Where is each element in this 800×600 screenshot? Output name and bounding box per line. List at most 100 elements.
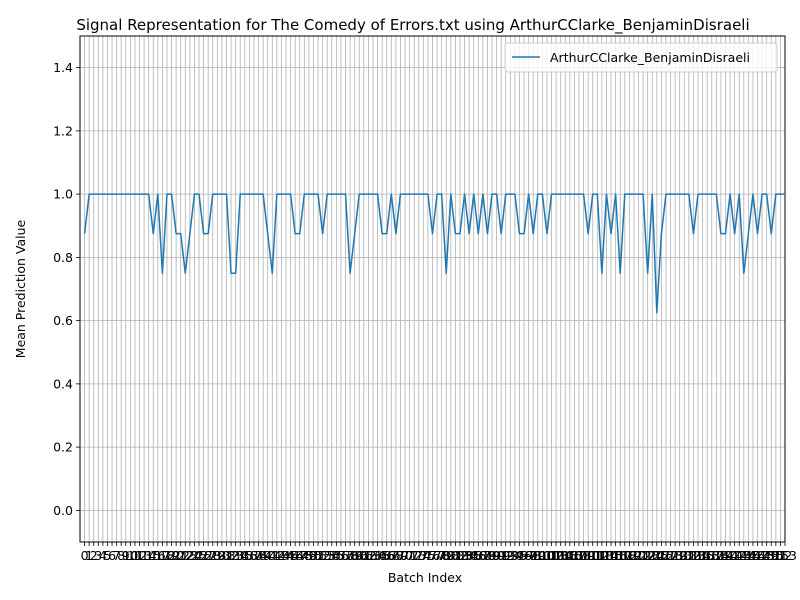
x-tick-label: 82: [452, 548, 468, 563]
x-tick-label: 16: [150, 548, 166, 563]
x-tick-label: 100: [530, 548, 554, 563]
x-tick-label: 74: [415, 548, 431, 563]
x-tick-label: 124: [640, 548, 664, 563]
legend-label: ArthurCClarke_BenjaminDisraeli: [550, 50, 750, 65]
x-tick-label: 71: [402, 548, 418, 563]
x-tick-label: 120: [622, 548, 646, 563]
x-tick-label: 104: [549, 548, 573, 563]
x-tick-label: 142: [723, 548, 747, 563]
y-tick-label: 1.2: [53, 123, 73, 138]
x-tick-label: 4: [99, 548, 107, 563]
x-tick-label: 111: [581, 548, 605, 563]
x-tick-label: 21: [173, 548, 189, 563]
x-tick-label: 64: [370, 548, 386, 563]
x-tick-label: 78: [434, 548, 450, 563]
x-tick-label: 3: [94, 548, 102, 563]
x-tick-label: 44: [278, 548, 294, 563]
x-tick-label: 146: [741, 548, 765, 563]
x-tick-label: 5: [103, 548, 111, 563]
x-tick-label: 139: [709, 548, 733, 563]
x-tick-label: 109: [572, 548, 596, 563]
x-tick-label: 138: [704, 548, 728, 563]
x-tick-label: 36: [241, 548, 257, 563]
x-tick-label: 145: [736, 548, 760, 563]
x-tick-label: 58: [342, 548, 358, 563]
x-tick-label: 152: [768, 548, 792, 563]
x-tick-label: 93: [502, 548, 518, 563]
x-tick-label: 35: [237, 548, 253, 563]
x-tick-label: 7: [113, 548, 121, 563]
x-tick-label: 149: [755, 548, 779, 563]
x-tick-label: 151: [764, 548, 788, 563]
x-tick-label: 28: [205, 548, 221, 563]
x-tick-label: 66: [379, 548, 395, 563]
x-tick-label: 140: [714, 548, 738, 563]
y-tick-label: 0.2: [53, 440, 73, 455]
x-tick-label: 85: [466, 548, 482, 563]
x-tick-label: 125: [645, 548, 669, 563]
x-tick-label: 63: [365, 548, 381, 563]
x-tick-label: 117: [608, 548, 632, 563]
x-tick-label: 99: [530, 548, 546, 563]
x-tick-label: 113: [590, 548, 614, 563]
x-tick-label: 84: [461, 548, 477, 563]
x-tick-label: 123: [636, 548, 660, 563]
x-tick-label: 47: [292, 548, 308, 563]
x-tick-label: 150: [759, 548, 783, 563]
x-tick-label: 90: [489, 548, 505, 563]
grid-lines: [80, 36, 786, 542]
x-tick-label: 107: [562, 548, 586, 563]
x-tick-label: 132: [677, 548, 701, 563]
x-tick-label: 22: [177, 548, 193, 563]
x-tick-label: 116: [604, 548, 628, 563]
x-tick-label: 89: [484, 548, 500, 563]
x-tick-label: 133: [682, 548, 706, 563]
x-tick-label: 118: [613, 548, 637, 563]
x-tick-label: 59: [347, 548, 363, 563]
x-tick-label: 101: [535, 548, 559, 563]
x-tick-label: 122: [631, 548, 655, 563]
x-tick-label: 53: [319, 548, 335, 563]
x-tick-label: 119: [617, 548, 641, 563]
legend-box: [504, 42, 778, 73]
x-tick-label: 83: [457, 548, 473, 563]
x-tick-label: 95: [512, 548, 528, 563]
x-tick-label: 147: [746, 548, 770, 563]
x-tick-label: 103: [544, 548, 568, 563]
x-tick-label: 141: [718, 548, 742, 563]
x-tick-label: 12: [132, 548, 148, 563]
x-tick-label: 94: [507, 548, 523, 563]
x-tick-label: 13: [136, 548, 152, 563]
x-tick-label: 15: [145, 548, 161, 563]
y-tick-label: 1.0: [53, 187, 73, 202]
x-tick-label: 75: [420, 548, 436, 563]
x-tick-label: 48: [296, 548, 312, 563]
x-tick-label: 121: [627, 548, 651, 563]
x-tick-label: 108: [567, 548, 591, 563]
x-tick-label: 67: [383, 548, 399, 563]
x-tick-label: 9: [122, 548, 130, 563]
x-tick-label: 134: [686, 548, 710, 563]
x-tick-label: 114: [595, 548, 619, 563]
y-tick-label: 0.8: [53, 250, 73, 265]
x-tick-label: 88: [479, 548, 495, 563]
x-tick-label: 18: [159, 548, 175, 563]
y-tick-label: 1.4: [53, 60, 73, 75]
x-tick-label: 10: [122, 548, 138, 563]
x-tick-label: 79: [438, 548, 454, 563]
x-tick-label: 126: [649, 548, 673, 563]
x-tick-label: 8: [117, 548, 125, 563]
x-tick-label: 62: [360, 548, 376, 563]
x-tick-label: 52: [315, 548, 331, 563]
x-tick-label: 80: [443, 548, 459, 563]
x-tick-label: 105: [553, 548, 577, 563]
y-tick-label: 0.4: [53, 376, 73, 391]
x-tick-label: 112: [585, 548, 609, 563]
x-tick-label: 37: [246, 548, 262, 563]
x-tick-label: 23: [182, 548, 198, 563]
x-tick-label: 96: [516, 548, 532, 563]
x-tick-label: 17: [154, 548, 170, 563]
x-tick-label: 76: [425, 548, 441, 563]
x-tick-label: 32: [223, 548, 239, 563]
